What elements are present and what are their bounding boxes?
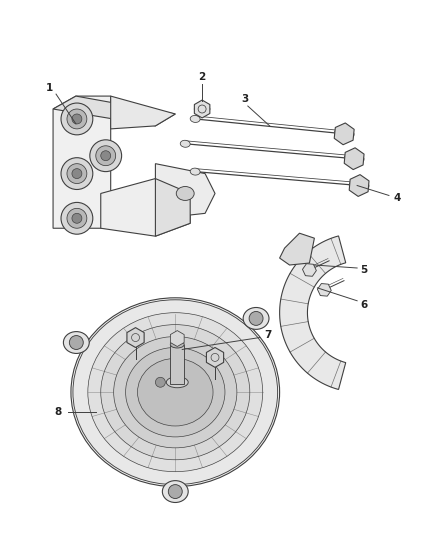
Text: 4: 4 <box>393 193 401 204</box>
Ellipse shape <box>73 300 278 484</box>
Circle shape <box>61 158 93 190</box>
Circle shape <box>96 146 116 166</box>
Circle shape <box>67 164 87 183</box>
Polygon shape <box>155 179 190 236</box>
Ellipse shape <box>64 332 89 353</box>
Circle shape <box>61 203 93 234</box>
Text: 7: 7 <box>264 329 272 340</box>
Ellipse shape <box>162 481 188 503</box>
Text: 2: 2 <box>198 72 206 82</box>
Circle shape <box>69 336 83 350</box>
Circle shape <box>155 377 165 387</box>
Polygon shape <box>279 233 314 265</box>
Ellipse shape <box>190 168 200 175</box>
Polygon shape <box>53 96 175 126</box>
Polygon shape <box>170 344 184 384</box>
Circle shape <box>101 151 111 160</box>
Circle shape <box>249 311 263 325</box>
Ellipse shape <box>138 358 213 426</box>
Ellipse shape <box>190 116 200 123</box>
Polygon shape <box>279 236 346 390</box>
Ellipse shape <box>194 105 210 113</box>
Ellipse shape <box>344 152 364 165</box>
Circle shape <box>72 114 82 124</box>
Text: 5: 5 <box>360 265 367 275</box>
Text: 1: 1 <box>46 83 53 93</box>
Ellipse shape <box>114 336 237 448</box>
Circle shape <box>72 168 82 179</box>
Polygon shape <box>53 96 111 228</box>
Ellipse shape <box>334 128 354 140</box>
Ellipse shape <box>243 308 269 329</box>
Ellipse shape <box>166 377 188 387</box>
Polygon shape <box>155 164 215 219</box>
Circle shape <box>72 213 82 223</box>
Ellipse shape <box>101 325 250 460</box>
Circle shape <box>67 208 87 228</box>
Polygon shape <box>101 179 190 236</box>
Ellipse shape <box>180 140 190 147</box>
Ellipse shape <box>349 180 369 191</box>
Circle shape <box>90 140 122 172</box>
Circle shape <box>61 103 93 135</box>
Text: 8: 8 <box>54 407 62 417</box>
Circle shape <box>67 109 87 129</box>
Text: 6: 6 <box>360 300 367 310</box>
Polygon shape <box>111 96 175 129</box>
Circle shape <box>168 484 182 498</box>
Ellipse shape <box>71 298 279 487</box>
Ellipse shape <box>88 313 263 472</box>
Ellipse shape <box>126 348 225 437</box>
Ellipse shape <box>170 341 184 348</box>
Ellipse shape <box>176 187 194 200</box>
Text: 3: 3 <box>241 94 248 104</box>
